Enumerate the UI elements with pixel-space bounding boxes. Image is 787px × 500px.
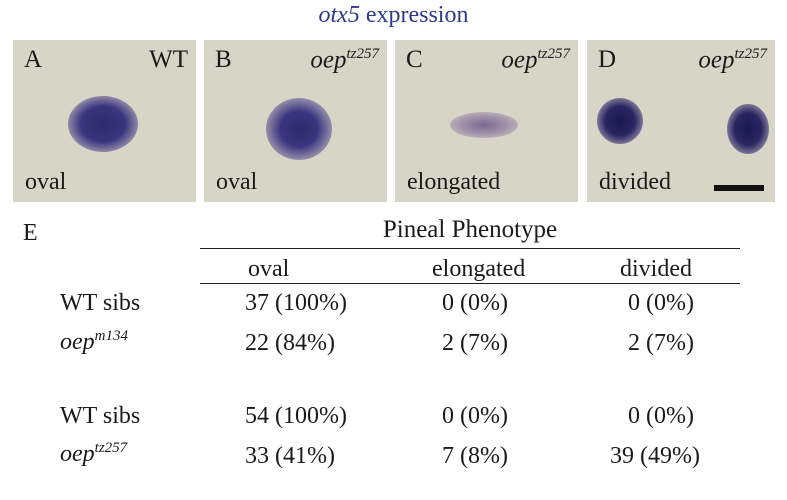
table-cell: 2 (7%)	[628, 330, 694, 356]
row-label: WT sibs	[60, 290, 141, 316]
header-rule	[200, 248, 740, 249]
table-cell: 33 (41%)	[245, 443, 335, 469]
table-cell: 54 (100%)	[245, 403, 347, 429]
column-header-oval: oval	[248, 256, 290, 282]
table-cell: 7 (8%)	[442, 443, 508, 469]
panel-c: C oeptz257 elongated	[395, 40, 578, 202]
figure-title: otx5 expression	[0, 2, 787, 29]
pineal-stain	[266, 98, 332, 160]
panel-phenotype: oval	[216, 169, 258, 195]
title-rest: expression	[359, 2, 469, 28]
panel-letter: B	[215, 46, 232, 73]
pineal-stain-right	[727, 104, 769, 154]
panel-genotype: oeptz257	[501, 46, 570, 74]
table-cell: 0 (0%)	[442, 290, 508, 316]
column-header-elongated: elongated	[432, 256, 526, 282]
table-label: E	[23, 220, 38, 246]
pineal-stain-left	[597, 98, 643, 144]
panel-letter: C	[406, 46, 423, 73]
pineal-stain	[450, 112, 518, 138]
table-title: Pineal Phenotype	[382, 216, 558, 243]
panel-letter: A	[24, 46, 43, 73]
table-cell: 0 (0%)	[628, 290, 694, 316]
row-label: oeptz257	[60, 440, 128, 467]
column-rule	[200, 283, 740, 284]
panel-phenotype: divided	[599, 169, 671, 195]
table-cell: 39 (49%)	[610, 443, 700, 469]
panel-genotype: WT	[149, 46, 188, 73]
scale-bar	[714, 185, 764, 191]
panel-genotype: oeptz257	[698, 46, 767, 74]
panel-a: A WT oval	[13, 40, 196, 202]
table-cell: 2 (7%)	[442, 330, 508, 356]
pineal-stain	[68, 96, 138, 152]
panel-d: D oeptz257 divided	[587, 40, 775, 202]
table-cell: 37 (100%)	[245, 290, 347, 316]
panel-phenotype: oval	[25, 169, 67, 195]
row-label: WT sibs	[60, 403, 141, 429]
row-label: oepm134	[60, 328, 128, 355]
table-cell: 0 (0%)	[628, 403, 694, 429]
table-cell: 22 (84%)	[245, 330, 335, 356]
panel-b: B oeptz257 oval	[204, 40, 387, 202]
title-gene: otx5	[318, 2, 360, 28]
panel-genotype: oeptz257	[310, 46, 379, 74]
table-cell: 0 (0%)	[442, 403, 508, 429]
column-header-divided: divided	[620, 256, 692, 282]
panel-phenotype: elongated	[407, 169, 501, 195]
panel-letter: D	[598, 46, 617, 73]
